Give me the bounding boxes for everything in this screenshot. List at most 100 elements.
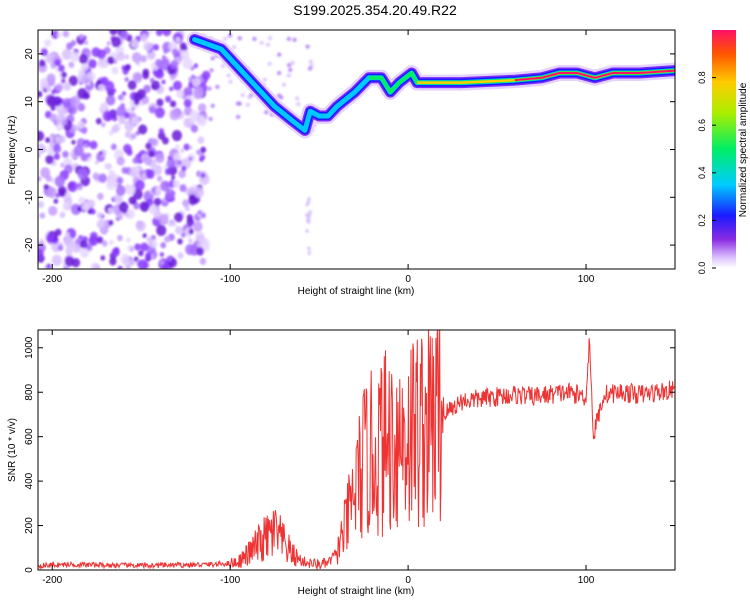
noise-blob [141, 36, 147, 42]
noise-blob [177, 252, 184, 259]
noise-blob [252, 36, 257, 42]
noise-blob [138, 124, 148, 135]
noise-blob [111, 66, 119, 75]
noise-blob [305, 218, 310, 223]
noise-blob [127, 80, 137, 90]
noise-blob [45, 137, 51, 144]
noise-blob [40, 48, 48, 57]
noise-blob [90, 262, 99, 269]
noise-blob [200, 146, 207, 154]
noise-blob [135, 179, 145, 191]
noise-blob [48, 205, 58, 216]
noise-blob [175, 37, 181, 43]
noise-blob [174, 212, 184, 223]
noise-blob [100, 121, 106, 128]
noise-blob [124, 64, 131, 71]
noise-blob [169, 108, 180, 121]
noise-blob [169, 86, 174, 92]
noise-blob [305, 44, 310, 49]
noise-blob [292, 37, 297, 43]
noise-blob [183, 143, 190, 151]
noise-blob [231, 45, 237, 50]
noise-blob [155, 152, 165, 164]
noise-blob [53, 198, 59, 204]
noise-blob [145, 252, 152, 260]
noise-blob [201, 70, 211, 80]
noise-blob [296, 101, 301, 107]
noise-blob [171, 129, 183, 142]
noise-blob [134, 166, 141, 173]
noise-blob [66, 42, 73, 50]
snr-y-tick-label: 1000 [24, 336, 35, 359]
noise-blob [113, 193, 123, 204]
noise-blob [305, 228, 309, 233]
noise-blob [176, 89, 185, 99]
noise-blob [98, 83, 106, 92]
noise-blob [148, 150, 155, 158]
colorbar-tick-label: 0.6 [697, 119, 707, 132]
noise-blob [38, 201, 45, 209]
noise-blob [96, 212, 103, 219]
noise-blob [276, 70, 282, 76]
noise-blob [181, 165, 187, 172]
noise-blob [159, 260, 165, 266]
noise-blob [124, 54, 130, 60]
noise-blob [57, 244, 64, 251]
noise-blob [89, 140, 98, 150]
noise-blob [78, 196, 85, 204]
noise-blob [38, 59, 46, 67]
noise-blob [111, 125, 119, 134]
heatmap-y-tick-label: -10 [24, 190, 35, 205]
noise-blob [222, 36, 228, 41]
ridge-cyan [192, 37, 675, 133]
noise-blob [130, 106, 136, 112]
noise-blob [58, 64, 65, 73]
noise-blob [96, 219, 106, 230]
noise-blob [60, 78, 66, 84]
noise-blob [207, 86, 212, 91]
snr-series-line [38, 330, 675, 570]
noise-blob [135, 220, 146, 232]
noise-blob [89, 231, 98, 241]
noise-blob [124, 212, 130, 218]
noise-blob [155, 68, 165, 79]
noise-blob [77, 88, 88, 99]
noise-blob [177, 238, 183, 245]
noise-blob [156, 224, 167, 236]
noise-blob [308, 59, 314, 65]
noise-blob [83, 143, 88, 149]
noise-blob [100, 76, 109, 86]
noise-blob [96, 79, 101, 85]
noise-blob [194, 230, 205, 242]
noise-blob [118, 115, 127, 125]
noise-blob [155, 58, 163, 67]
noise-blob [38, 153, 41, 159]
noise-blob [63, 82, 72, 91]
snr-y-tick-label: 200 [24, 517, 35, 534]
noise-blob [156, 175, 163, 182]
chart-title: S199.2025.354.20.49.R22 [293, 2, 457, 18]
noise-blob [179, 42, 187, 51]
noise-blob [121, 166, 128, 174]
snr-y-tick-label: 800 [24, 383, 35, 400]
noise-blob [83, 40, 89, 46]
noise-blob [210, 56, 215, 61]
noise-blob [190, 124, 199, 133]
noise-blob [126, 148, 133, 156]
noise-blob [46, 187, 57, 199]
noise-blob [111, 247, 120, 257]
noise-blob [80, 62, 89, 72]
snr-y-tick-label: 400 [24, 472, 35, 489]
noise-blob [131, 116, 140, 126]
noise-blob [148, 105, 156, 114]
noise-blob [124, 131, 131, 138]
noise-blob [64, 256, 75, 267]
heatmap-x-tick-label: 100 [578, 274, 595, 285]
noise-blob [178, 169, 187, 179]
noise-blob [124, 120, 135, 132]
noise-blob [108, 219, 114, 226]
noise-blob [193, 63, 199, 69]
noise-blob [160, 180, 171, 192]
noise-blob [172, 180, 181, 189]
heatmap-x-tick-label: -100 [220, 274, 240, 285]
